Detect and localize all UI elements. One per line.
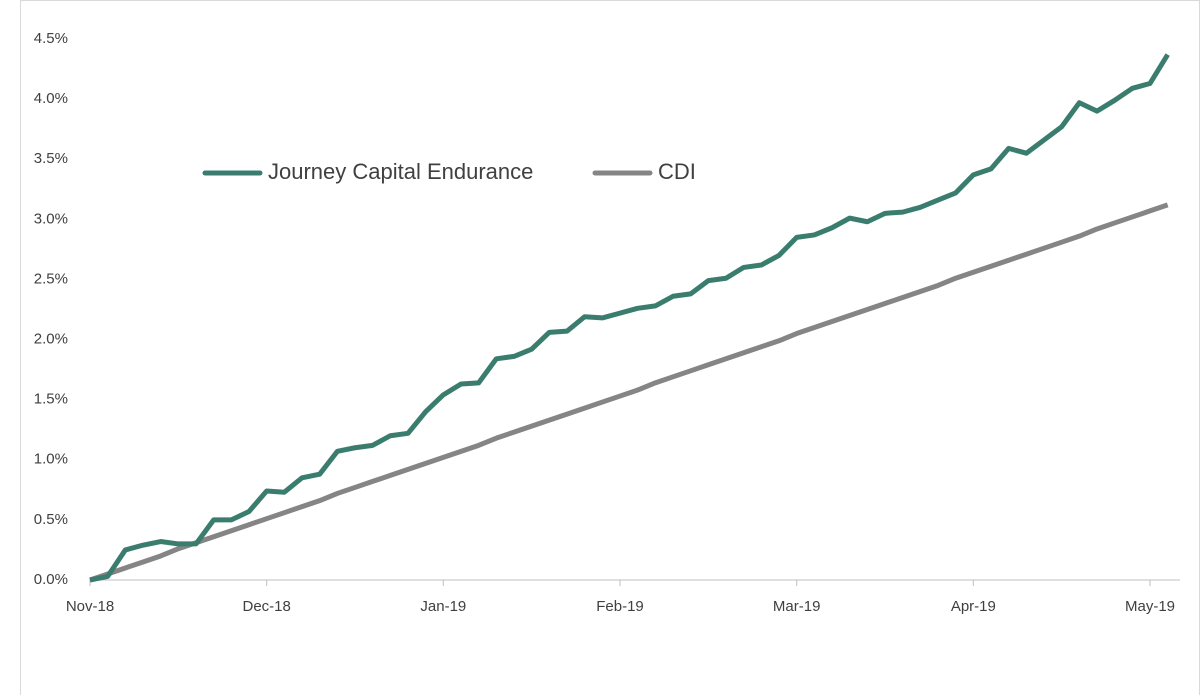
y-tick-label: 0.5% — [34, 511, 68, 528]
y-tick-label: 3.0% — [34, 210, 68, 227]
x-tick-label: Nov-18 — [66, 598, 114, 615]
y-tick-label: 0.0% — [34, 571, 68, 588]
x-tick-label: Mar-19 — [773, 598, 821, 615]
x-tick-label: Feb-19 — [596, 598, 644, 615]
x-tick-label: Apr-19 — [951, 598, 996, 615]
chart-frame — [20, 0, 1200, 695]
y-tick-label: 4.0% — [34, 90, 68, 107]
x-tick-label: Dec-18 — [242, 598, 290, 615]
y-tick-label: 3.5% — [34, 150, 68, 167]
legend-label: CDI — [658, 159, 696, 184]
x-tick-label: Jan-19 — [420, 598, 466, 615]
y-tick-label: 1.0% — [34, 451, 68, 468]
y-tick-label: 2.5% — [34, 270, 68, 287]
y-tick-label: 4.5% — [34, 30, 68, 47]
series-line — [89, 53, 1170, 583]
series-line — [89, 202, 1169, 583]
x-tick-label: May-19 — [1125, 598, 1175, 615]
y-tick-label: 2.0% — [34, 331, 68, 348]
legend-label: Journey Capital Endurance — [268, 159, 533, 184]
y-tick-label: 1.5% — [34, 391, 68, 408]
